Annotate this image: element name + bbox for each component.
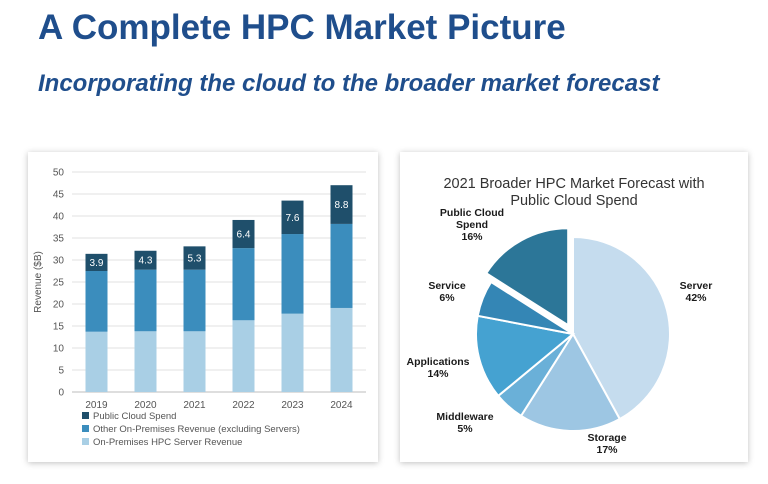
pie-chart: 2021 Broader HPC Market Forecast withPub… [406,176,713,456]
bar-segment [183,331,206,392]
x-tick-label: 2022 [232,400,255,411]
bar-data-label: 8.8 [335,200,349,211]
y-tick-label: 20 [53,300,65,311]
pie-slice [475,314,576,398]
bar-segment [85,253,108,271]
bar-segment [183,246,206,270]
pie-slice-label: Spend [456,219,488,231]
bar-segment [232,219,255,249]
page-subtitle: Incorporating the cloud to the broader m… [38,70,660,97]
y-tick-label: 40 [53,212,65,223]
y-tick-label: 0 [58,388,64,399]
y-tick-label: 10 [53,344,65,355]
x-tick-label: 2023 [281,400,304,411]
x-tick-label: 2020 [134,400,157,411]
bar-data-label: 4.3 [139,256,153,267]
bar-segment [232,248,255,321]
bar-segment [134,269,157,332]
pie-slice-percent: 42% [685,292,707,304]
bar-data-label: 5.3 [188,254,202,265]
y-tick-label: 35 [53,234,65,245]
pie-slice-label: Storage [587,432,626,444]
bar-segment [281,200,304,235]
pie-title: 2021 Broader HPC Market Forecast with [443,176,704,192]
bar-data-label: 7.6 [286,213,300,224]
pie-slice-percent: 14% [427,368,449,380]
legend-swatch [82,412,89,419]
bar-segment [232,320,255,392]
pie-slice-label: Server [680,280,713,292]
y-tick-label: 45 [53,190,65,201]
y-tick-label: 25 [53,278,65,289]
bar-segment [281,313,304,392]
bar-segment [85,331,108,392]
pie-slice-label: Applications [406,356,469,368]
bar-data-label: 6.4 [237,230,251,241]
pie-slice-label: Middleware [436,411,493,423]
x-tick-label: 2019 [85,400,108,411]
legend-label: On-Premises HPC Server Revenue [93,437,242,448]
pie-slice-percent: 17% [596,444,618,456]
pie-slice [484,227,570,328]
pie-title: Public Cloud Spend [510,193,637,209]
bar-segment [85,271,108,332]
pie-slice [572,235,671,421]
pie-slice-percent: 6% [439,292,455,304]
y-tick-label: 5 [58,366,64,377]
pie-slice [519,332,622,432]
bar-segment [134,331,157,392]
pie-slice-percent: 16% [461,231,483,243]
y-tick-label: 30 [53,256,65,267]
bar-segment [183,269,206,332]
legend-label: Other On-Premises Revenue (excluding Ser… [93,424,300,435]
bar-data-label: 3.9 [90,258,104,269]
legend-swatch [82,425,89,432]
y-tick-label: 50 [53,168,65,179]
legend-swatch [82,438,89,445]
pie-slice-label: Public Cloud [440,207,504,219]
bar-segment [281,234,304,314]
bar-segment [330,223,353,308]
page-title: A Complete HPC Market Picture [38,8,566,47]
y-axis-label: Revenue ($B) [33,251,44,313]
bar-segment [330,307,353,392]
y-tick-label: 15 [53,322,65,333]
bar-segment [330,185,353,224]
pie-slice [476,280,574,335]
bar-chart-panel: 0 5 10 15 20 25 30 35 40 45 50 Revenue ($B) 3.9 2019 4… [28,152,378,462]
pie-slice-label: Service [428,280,466,292]
x-tick-label: 2024 [330,400,353,411]
legend-label: Public Cloud Spend [93,411,176,422]
pie-slice-percent: 5% [457,423,473,435]
pie-chart-panel: 2021 Broader HPC Market Forecast with Pub… [400,152,748,462]
x-tick-label: 2021 [183,400,206,411]
stacked-bar-chart: 0 5 10 15 20 25 30 35 40 45 50 Revenue ($B) 3.9 2019 4… [33,168,366,448]
bar-segment [134,250,157,270]
